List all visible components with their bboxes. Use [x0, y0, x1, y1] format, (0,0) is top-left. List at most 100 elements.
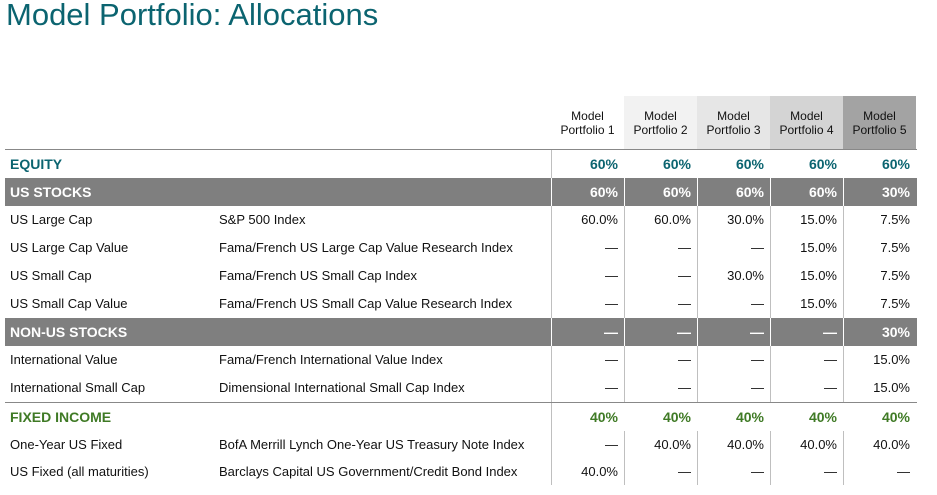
allocation-cell-portfolio-1: — [551, 262, 624, 290]
column-header-line: Portfolio 3 [706, 122, 761, 137]
page-title: Model Portfolio: Allocations [6, 0, 379, 32]
allocation-cell-portfolio-2: — [624, 459, 697, 485]
allocation-cell-portfolio-3: 40% [735, 409, 764, 425]
section-row: FIXED INCOME 40% 40% 40% 40% 40% [5, 402, 917, 431]
table-row: One-Year US Fixed BofA Merrill Lynch One-… [5, 431, 917, 459]
allocation-cell-portfolio-5: 7.5% [843, 234, 916, 262]
column-header-portfolio-2: Model Portfolio 2 [624, 96, 697, 149]
row-label: International Value [10, 352, 118, 367]
allocation-cell-portfolio-2: 60% [662, 156, 691, 172]
allocation-cell-portfolio-1: — [551, 431, 624, 459]
allocation-cell-portfolio-5: 15.0% [843, 374, 916, 402]
column-header-line: Model [863, 108, 896, 123]
column-header-line: Portfolio 1 [560, 122, 615, 137]
allocation-cell-portfolio-3: 30.0% [697, 262, 770, 290]
benchmark-index: Dimensional International Small Cap Inde… [219, 380, 465, 395]
table-row: US Small Cap Value Fama/French US Small C… [5, 290, 917, 318]
table-row: International Small Cap Dimensional Inter… [5, 374, 917, 402]
allocation-cell-portfolio-1: — [551, 290, 624, 318]
column-header-line: Model [644, 108, 677, 123]
allocation-cell-portfolio-1: — [551, 234, 624, 262]
allocation-cell-portfolio-5: 7.5% [843, 206, 916, 234]
benchmark-index: Fama/French International Value Index [219, 352, 443, 367]
allocation-cell-portfolio-4: 15.0% [770, 262, 843, 290]
column-header-portfolio-3: Model Portfolio 3 [697, 96, 770, 149]
column-header-line: Model [571, 108, 604, 123]
table-row: International Value Fama/French Internati… [5, 346, 917, 374]
allocation-cell-portfolio-2: — [624, 346, 697, 374]
allocation-cell-portfolio-1: — [551, 374, 624, 402]
allocation-cell-portfolio-5: 30% [843, 318, 916, 346]
allocation-cell-portfolio-5: 30% [843, 178, 916, 206]
table-body: EQUITY 60% 60% 60% 60% 60% US STOCKS 60% 60% 60% 6… [5, 149, 917, 485]
section-row: EQUITY 60% 60% 60% 60% 60% [5, 149, 917, 178]
allocation-cell-portfolio-4: — [770, 459, 843, 485]
allocation-cell-portfolio-2: — [624, 262, 697, 290]
benchmark-index: Barclays Capital US Government/Credit Bo… [219, 464, 518, 479]
allocation-cell-portfolio-4: — [770, 374, 843, 402]
allocation-cell-portfolio-5: 7.5% [843, 290, 916, 318]
row-label: NON-US STOCKS [10, 324, 128, 340]
allocation-cell-portfolio-5: 40.0% [843, 431, 916, 459]
benchmark-index: Fama/French US Large Cap Value Research … [219, 240, 513, 255]
allocation-cell-portfolio-4: 60% [808, 156, 837, 172]
table-header-row: Model Portfolio 1 Model Portfolio 2 Model P… [5, 96, 917, 149]
category-band-row: NON-US STOCKS — — — —30% [5, 318, 917, 346]
column-header-line: Portfolio 2 [633, 122, 688, 137]
allocation-cell-portfolio-4: 40% [808, 409, 837, 425]
allocation-cell-portfolio-1: — [551, 346, 624, 374]
row-label: US Fixed (all maturities) [10, 464, 149, 479]
allocation-cell-portfolio-2: — [624, 318, 697, 346]
allocation-cell-portfolio-3: — [697, 459, 770, 485]
column-header-portfolio-1: Model Portfolio 1 [551, 96, 624, 149]
allocation-cell-portfolio-5: — [843, 459, 916, 485]
allocation-cell-portfolio-1: 40% [551, 403, 624, 431]
allocation-cell-portfolio-5: 60% [881, 156, 910, 172]
row-label: One-Year US Fixed [10, 437, 123, 452]
benchmark-index [213, 178, 551, 206]
allocation-cell-portfolio-3: — [697, 290, 770, 318]
allocation-cell-portfolio-3: — [697, 346, 770, 374]
allocation-cell-portfolio-4: — [770, 318, 843, 346]
allocation-cell-portfolio-1: 40.0% [551, 459, 624, 485]
benchmark-index: S&P 500 Index [219, 212, 306, 227]
allocation-cell-portfolio-1: 60.0% [551, 206, 624, 234]
allocation-cell-portfolio-4: — [770, 346, 843, 374]
table-row: US Small Cap Fama/French US Small Cap Ind… [5, 262, 917, 290]
header-spacer [5, 96, 551, 149]
column-header-portfolio-4: Model Portfolio 4 [770, 96, 843, 149]
column-header-line: Portfolio 4 [779, 122, 834, 137]
allocation-cell-portfolio-1: — [551, 318, 624, 346]
benchmark-index [213, 318, 551, 346]
table-row: US Fixed (all maturities) Barclays Capita… [5, 459, 917, 485]
allocation-cell-portfolio-2: 60% [624, 178, 697, 206]
row-label: US Large Cap [10, 212, 93, 227]
allocation-cell-portfolio-3: 40.0% [697, 431, 770, 459]
row-label: US Large Cap Value [10, 240, 129, 255]
row-label: US STOCKS [10, 184, 92, 200]
column-header-line: Model [717, 108, 750, 123]
row-label: US Small Cap [10, 268, 92, 283]
allocation-cell-portfolio-3: 30.0% [697, 206, 770, 234]
allocation-cell-portfolio-3: — [697, 318, 770, 346]
allocation-cell-portfolio-2: — [624, 374, 697, 402]
allocation-cell-portfolio-2: — [624, 234, 697, 262]
row-label: EQUITY [10, 156, 63, 172]
allocation-cell-portfolio-5: 7.5% [843, 262, 916, 290]
allocation-cell-portfolio-3: 60% [735, 156, 764, 172]
allocation-cell-portfolio-4: 60% [770, 178, 843, 206]
allocation-cell-portfolio-5: 40% [881, 409, 910, 425]
category-band-row: US STOCKS 60% 60% 60% 60% 30% [5, 178, 917, 206]
allocation-cell-portfolio-4: 15.0% [770, 290, 843, 318]
allocation-cell-portfolio-4: 40.0% [770, 431, 843, 459]
allocation-table: Model Portfolio 1 Model Portfolio 2 Model P… [5, 96, 917, 485]
allocation-cell-portfolio-3: 60% [697, 178, 770, 206]
table-row: US Large Cap Value Fama/French US Large C… [5, 234, 917, 262]
allocation-cell-portfolio-4: 15.0% [770, 206, 843, 234]
allocation-cell-portfolio-2: 40% [662, 409, 691, 425]
table-row: US Large Cap S&P 500 Index 60.0% 60.0% 30.0%… [5, 206, 917, 234]
allocation-cell-portfolio-3: — [697, 374, 770, 402]
row-label: FIXED INCOME [10, 409, 112, 425]
allocation-cell-portfolio-1: 60% [551, 150, 624, 178]
row-label: International Small Cap [10, 380, 146, 395]
